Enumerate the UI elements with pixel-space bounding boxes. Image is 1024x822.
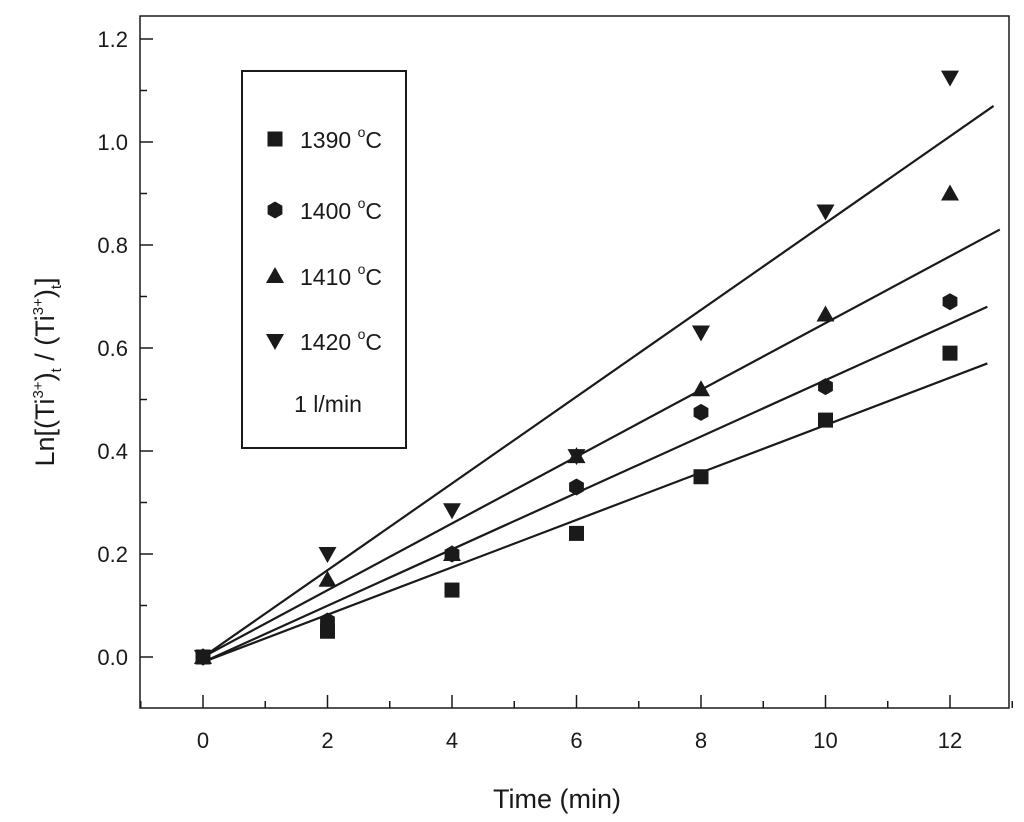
x-tick-label: 6	[570, 728, 582, 753]
y-tick-label: 0.8	[97, 233, 128, 258]
x-axis-title: Time (min)	[493, 784, 621, 814]
x-axis: 0 2 4 6 8 10 12	[140, 695, 1013, 753]
point-1410	[941, 184, 959, 201]
legend-label-1390: 1390 oC	[300, 124, 382, 153]
y-axis-title: Ln[(Ti3+)t / (Ti3+)t]	[30, 277, 65, 466]
point-1400	[320, 612, 335, 630]
point-1390	[320, 623, 335, 639]
x-tick-label: 12	[938, 728, 962, 753]
point-1420	[692, 325, 710, 342]
plot-frame	[139, 15, 1010, 709]
point-1420	[567, 449, 586, 466]
legend-marker-1400	[267, 201, 283, 219]
legend-flow-note: 1 l/min	[294, 391, 362, 417]
fit-line-1420	[202, 105, 995, 658]
point-1410	[443, 545, 461, 561]
fit-line-1390	[202, 362, 988, 664]
y-tick-label: 1.0	[97, 130, 128, 155]
point-1400	[569, 478, 584, 496]
y-tick-label: 1.2	[97, 27, 128, 52]
legend: 1390 oC 1400 oC 1410 oC 1420 oC 1 l/min	[241, 70, 407, 449]
point-1400	[818, 378, 833, 396]
point-1390	[569, 525, 584, 541]
point-1420	[443, 503, 461, 520]
y-axis: 0.0 0.2 0.4 0.6 0.8 1.0 1.2	[97, 27, 153, 670]
x-tick-label: 0	[197, 728, 209, 753]
point-1420	[318, 547, 337, 563]
point-1420	[941, 70, 959, 87]
x-tick-label: 4	[446, 728, 458, 753]
point-1420	[194, 650, 212, 666]
y-tick-label: 0.0	[97, 645, 128, 670]
point-1410	[318, 570, 337, 587]
point-1390	[818, 412, 833, 428]
fit-lines	[202, 105, 1001, 664]
legend-label-1410: 1410 oC	[300, 261, 382, 290]
legend-marker-1390	[267, 131, 283, 147]
point-1400	[942, 293, 958, 311]
point-1420	[816, 204, 835, 221]
point-1410	[816, 305, 835, 322]
y-tick-label: 0.4	[97, 439, 128, 464]
point-1390	[444, 582, 460, 598]
y-tick-label: 0.6	[97, 336, 128, 361]
point-1390	[942, 345, 958, 361]
legend-marker-1410	[266, 267, 284, 283]
x-tick-label: 2	[321, 728, 333, 753]
fit-line-1400	[202, 305, 988, 664]
point-1410	[692, 380, 710, 397]
x-tick-label: 10	[813, 728, 837, 753]
point-1400	[693, 403, 709, 421]
point-1390	[693, 469, 709, 485]
legend-label-1400: 1400 oC	[300, 195, 382, 224]
y-tick-label: 0.2	[97, 542, 128, 567]
data-points	[194, 70, 959, 666]
legend-marker-1420	[266, 334, 284, 350]
x-tick-label: 8	[695, 728, 707, 753]
legend-label-1420: 1420 oC	[300, 326, 382, 355]
